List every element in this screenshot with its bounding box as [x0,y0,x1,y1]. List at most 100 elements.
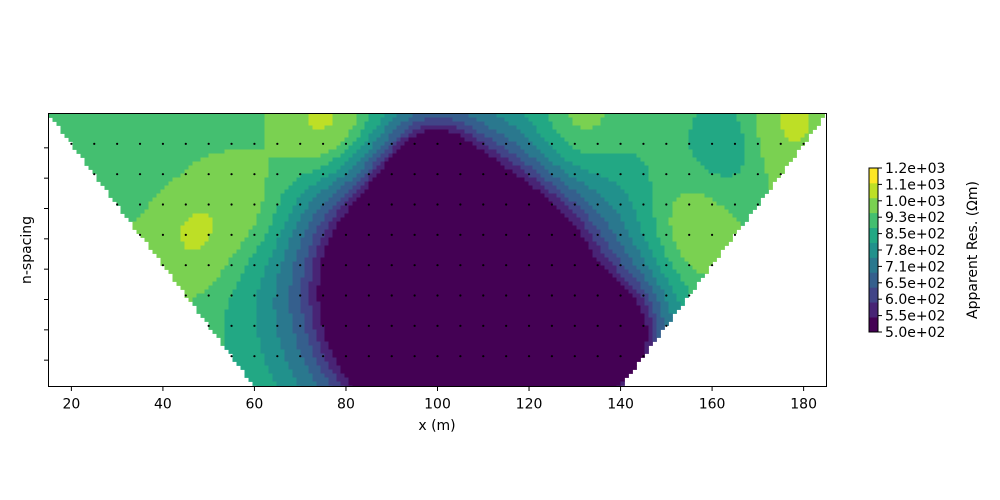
contour-cell-1783 [448,149,453,154]
contour-cell-2016 [664,153,669,158]
contour-cell-2326 [484,161,489,166]
contour-cell-1230 [428,137,433,142]
contour-cell-3359 [508,185,513,190]
contour-cell-2858 [532,173,537,178]
contour-cell-4650 [528,217,533,222]
contour-cell-3307 [300,185,305,190]
contour-cell-3497 [396,189,401,194]
contour-cell-3190 [500,181,505,186]
contour-cell-1844 [692,149,697,154]
contour-cell-2638 [340,169,345,174]
contour-cell-1074 [544,133,549,138]
contour-cell-4763 [364,221,369,226]
contour-cell-3871 [580,197,585,202]
contour-cell-734 [688,125,693,130]
contour-cell-2552 [688,165,693,170]
contour-cell-2236 [124,161,129,166]
contour-cell-1333 [104,141,109,146]
contour-cell-3223 [632,181,637,186]
contour-cell-4423 [240,213,245,218]
contour-cell-3227 [648,181,653,186]
contour-cell-2849 [496,173,501,178]
contour-cell-4040 [612,201,617,206]
contour-cell-3937 [200,201,205,206]
contour-cell-1386 [316,141,321,146]
contour-cell-4146 [396,205,401,210]
contour-cell-3694 [524,193,529,198]
contour-cell-4952 [508,225,513,230]
contour-cell-119 [524,113,529,118]
contour-cell-604 [168,125,173,130]
contour-cell-157 [676,113,681,118]
contour-cell-2747 [776,169,781,174]
contour-cell-3759 [132,197,137,202]
contour-cell-2013 [652,153,657,158]
contour-cell-760 [792,125,797,130]
contour-cell-496 [496,121,501,126]
contour-cell-3929 [168,201,173,206]
contour-cell-4627 [436,217,441,222]
contour-cell-419 [188,121,193,126]
contour-cell-2690 [548,169,553,174]
contour-cell-1165 [168,137,173,142]
contour-cell-104 [464,113,469,118]
contour-cell-3467 [276,189,281,194]
contour-cell-4080 [132,205,137,210]
contour-cell-1554 [256,145,261,150]
contour-cell-2635 [328,169,333,174]
contour-cell-762 [800,125,805,130]
contour-cell-4653 [540,217,545,222]
contour-cell-2624 [284,169,289,174]
contour-cell-4879 [216,225,221,230]
contour-cell-2981 [340,177,345,182]
contour-cell-1955 [420,153,425,158]
contour-cell-1826 [620,149,625,154]
contour-cell-4342 [544,209,549,214]
contour-cell-182 [776,113,781,118]
contour-cell-1509 [76,145,81,150]
contour-cell-811 [240,129,245,134]
contour-cell-425 [212,121,217,126]
contour-cell-472 [400,121,405,126]
contour-cell-502 [520,121,525,126]
contour-cell-1700 [116,149,121,154]
contour-cell-872 [484,129,489,134]
contour-cell-460 [352,121,357,126]
contour-cell-3991 [416,201,421,206]
contour-cell-1956 [424,153,429,158]
contour-cell-572 [800,121,805,126]
contour-cell-3168 [412,181,417,186]
contour-cell-4818 [584,221,589,226]
contour-cell-4985 [640,225,645,230]
contour-cell-3290 [232,185,237,190]
contour-cell-4983 [632,225,637,230]
contour-cell-1907 [228,153,233,158]
contour-cell-1550 [240,145,245,150]
contour-cell-3309 [308,185,313,190]
contour-cell-4917 [368,225,373,230]
contour-cell-4329 [492,209,497,214]
contour-cell-78 [360,113,365,118]
contour-cell-3834 [432,197,437,202]
contour-cell-4577 [236,217,241,222]
contour-cell-1855 [736,149,741,154]
contour-cell-3956 [276,201,281,206]
contour-cell-4864 [156,225,161,230]
contour-cell-1770 [396,149,401,154]
contour-cell-440 [272,121,277,126]
contour-cell-4054 [668,201,673,206]
contour-cell-2323 [472,161,477,166]
contour-cell-1670 [720,145,725,150]
contour-cell-951 [800,129,805,134]
contour-cell-3160 [380,181,385,186]
contour-cell-723 [644,125,649,130]
contour-cell-852 [404,129,409,134]
contour-cell-3215 [600,181,605,186]
contour-cell-979 [164,133,169,138]
contour-cell-2958 [248,177,253,182]
contour-cell-4425 [248,213,253,218]
contour-cell-420 [192,121,197,126]
contour-cell-214 [132,117,137,122]
contour-cell-3222 [628,181,633,186]
contour-cell-1492 [740,141,745,146]
